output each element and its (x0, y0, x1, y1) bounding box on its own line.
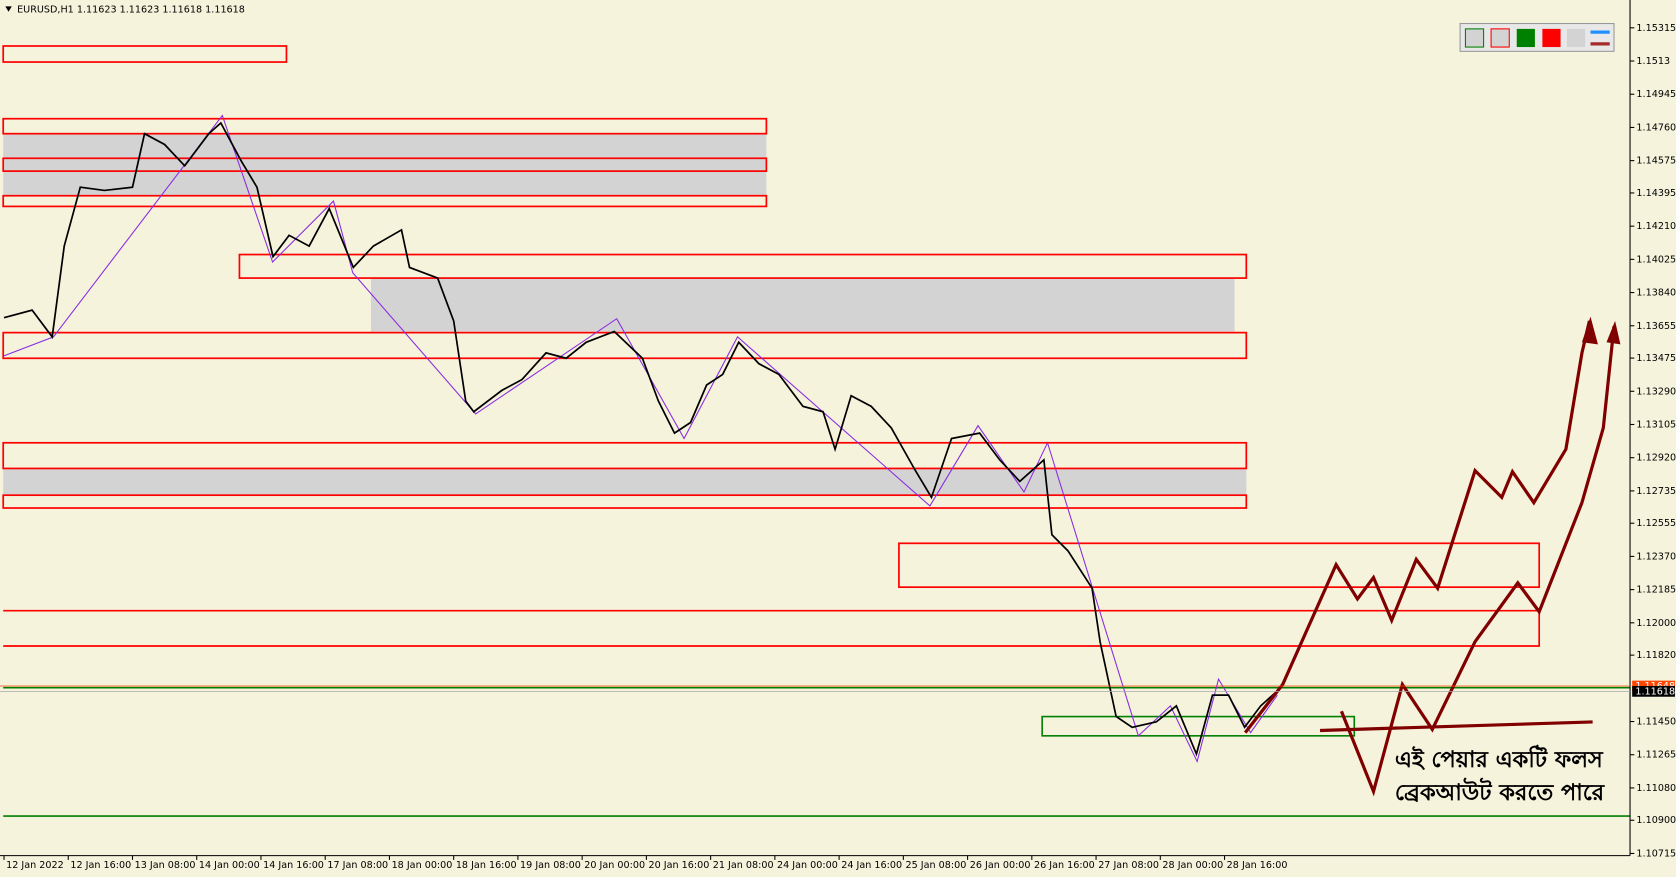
y-tick-label: 1.14760 (1636, 122, 1676, 133)
x-tick-label: 26 Jan 00:00 (970, 860, 1031, 871)
zigzag (3, 114, 1278, 764)
zone (2, 331, 1248, 360)
x-tick-label: 26 Jan 16:00 (1034, 860, 1095, 871)
x-tick-label: 12 Jan 2022 (6, 860, 64, 871)
y-tick-label: 1.14025 (1636, 254, 1676, 265)
projection-path (1339, 326, 1616, 797)
y-tick-label: 1.11080 (1636, 783, 1676, 794)
y-tick-label: 1.14575 (1636, 156, 1676, 167)
x-tick-label: 14 Jan 16:00 (263, 860, 324, 871)
y-tick-label: 1.14945 (1636, 89, 1676, 100)
projection-path (1243, 320, 1591, 734)
x-tick-label: 13 Jan 08:00 (135, 860, 196, 871)
x-tick-label: 20 Jan 16:00 (649, 860, 710, 871)
y-tick-label: 1.12370 (1636, 551, 1676, 562)
chart-title: EURUSD,H1 1.11623 1.11623 1.11618 1.1161… (17, 5, 245, 16)
x-tick-label: 18 Jan 16:00 (456, 860, 517, 871)
annotation: এই পেয়ার একটি ফলস (1395, 745, 1604, 773)
x-tick-label: 27 Jan 08:00 (1098, 860, 1159, 871)
y-tick-label: 1.13290 (1636, 386, 1676, 397)
y-tick-label: 1.15315 (1636, 23, 1676, 34)
zone (238, 253, 1248, 279)
x-tick-label: 20 Jan 00:00 (584, 860, 645, 871)
zone (2, 441, 1248, 470)
price-label: 1.11618 (1635, 686, 1675, 697)
y-tick-label: 1.13475 (1636, 353, 1676, 364)
price-line (3, 121, 1278, 757)
x-tick-label: 19 Jan 08:00 (520, 860, 581, 871)
drawings (1243, 316, 1621, 797)
y-tick-label: 1.11820 (1636, 650, 1676, 661)
x-tick-label: 18 Jan 00:00 (392, 860, 453, 871)
arrow-head (1606, 320, 1621, 345)
y-tick-label: 1.1513 (1636, 56, 1670, 67)
price-label-box (1632, 680, 1675, 692)
x-tick-label: 12 Jan 16:00 (70, 860, 131, 871)
toolbar (1459, 22, 1615, 52)
y-tick-label: 1.13840 (1636, 288, 1676, 299)
y-tick-label: 1.12920 (1636, 453, 1676, 464)
y-tick-label: 1.10715 (1636, 848, 1676, 859)
zone (2, 117, 768, 135)
y-tick-label: 1.12735 (1636, 486, 1676, 497)
zone (2, 157, 768, 172)
zone (3, 609, 1541, 647)
y-tick-label: 1.11265 (1636, 750, 1676, 761)
x-tick-label: 25 Jan 08:00 (905, 860, 966, 871)
zone (2, 45, 288, 63)
arrow-head (1581, 316, 1598, 345)
swatch (1542, 28, 1561, 48)
y-tick-label: 1.14395 (1636, 188, 1676, 199)
swatch (1490, 28, 1510, 48)
y-tick-label: 1.12000 (1636, 618, 1676, 629)
x-tick-label: 21 Jan 08:00 (713, 860, 774, 871)
y-tick-label: 1.12185 (1636, 585, 1676, 596)
breakout-line (1320, 720, 1593, 733)
y-tick-label: 1.13105 (1636, 419, 1676, 430)
x-tick-label: 28 Jan 00:00 (1162, 860, 1223, 871)
zone-fill (3, 468, 1247, 496)
swatch (1464, 28, 1485, 48)
y-tick-label: 1.11450 (1636, 717, 1676, 728)
zone-fill (3, 133, 767, 196)
x-tick-label: 17 Jan 08:00 (327, 860, 388, 871)
y-tick-label: 1.13655 (1636, 321, 1676, 332)
plot (3, 121, 1278, 757)
y-tick-label: 1.10900 (1636, 815, 1676, 826)
x-tick-label: 24 Jan 00:00 (777, 860, 838, 871)
y-tick-label: 1.14210 (1636, 221, 1676, 232)
dropdown-icon (5, 6, 12, 12)
annotation: ব্রেকআউট করতে পারে (1395, 778, 1605, 806)
zone-fill (370, 278, 1235, 332)
zone (2, 194, 768, 208)
price-label-box (1632, 686, 1675, 697)
x-tick-label: 28 Jan 16:00 (1227, 860, 1288, 871)
legend-box (1459, 22, 1615, 52)
zone (898, 542, 1541, 589)
zone (2, 494, 1248, 509)
y-tick-label: 1.12555 (1636, 518, 1676, 529)
green-zone (1041, 715, 1356, 737)
swatch (1566, 28, 1586, 48)
zones (2, 45, 1631, 817)
x-tick-label: 24 Jan 16:00 (841, 860, 902, 871)
x-tick-label: 14 Jan 00:00 (199, 860, 260, 871)
swatch (1516, 28, 1535, 48)
